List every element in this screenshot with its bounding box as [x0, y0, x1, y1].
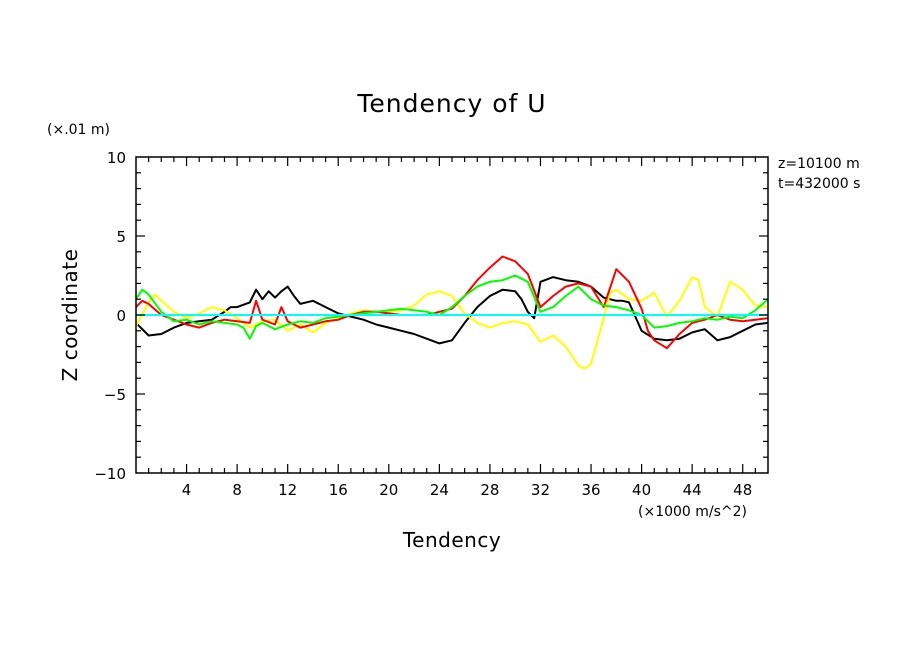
x-tick-label: 24 [430, 481, 449, 499]
x-tick-label: 36 [581, 481, 600, 499]
ticks-layer [136, 157, 768, 473]
x-tick-label: 4 [182, 481, 192, 499]
x-tick-label: 12 [278, 481, 297, 499]
y-units-label: (×.01 m) [47, 122, 110, 138]
x-units-label: (×1000 m/s^2) [638, 504, 747, 520]
x-tick-label: 32 [531, 481, 550, 499]
y-tick-label: 0 [116, 307, 126, 325]
x-tick-label: 8 [232, 481, 242, 499]
series-layer [135, 255, 769, 370]
chart-title: Tendency of U [356, 89, 546, 118]
x-tick-label: 16 [329, 481, 348, 499]
t-annotation: t=432000 s [778, 176, 860, 192]
y-tick-label: −10 [94, 465, 126, 483]
x-tick-label: 48 [733, 481, 752, 499]
x-tick-label: 40 [632, 481, 651, 499]
series-line-black [135, 276, 769, 345]
plot-frame [135, 156, 769, 474]
y-tick-label: 10 [107, 149, 126, 167]
x-tick-label: 28 [480, 481, 499, 499]
z-annotation: z=10100 m [778, 156, 860, 172]
y-axis-label: Z coordinate [58, 249, 82, 382]
x-tick-label: 44 [683, 481, 702, 499]
x-tick-label: 20 [379, 481, 398, 499]
y-tick-label: 5 [116, 228, 126, 246]
series-line-red [135, 255, 769, 350]
series-line-green [135, 274, 769, 340]
series-line-yellow [135, 276, 769, 370]
x-axis-label: Tendency [402, 528, 501, 552]
y-tick-label: −5 [104, 386, 126, 404]
